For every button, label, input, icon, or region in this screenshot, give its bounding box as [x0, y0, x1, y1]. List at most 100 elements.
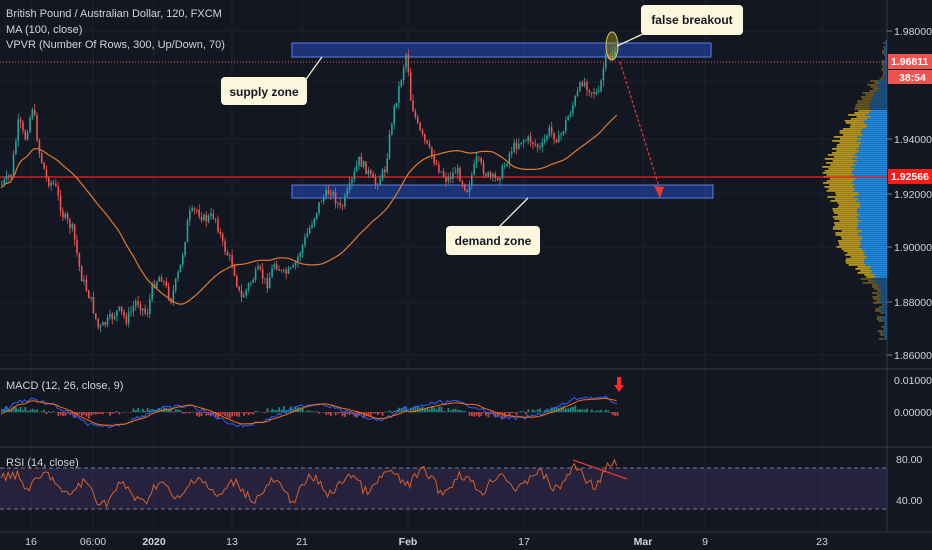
rsi-divergence-line[interactable]: [572, 459, 628, 480]
vpvr-down-bar: [832, 160, 858, 162]
candle-body: [64, 213, 67, 218]
vpvr-down-bar: [878, 306, 883, 308]
macd-histogram-bar: [384, 411, 386, 413]
macd-panel[interactable]: [0, 395, 619, 429]
vpvr-down-bar: [860, 278, 873, 280]
vpvr-down-bar: [870, 86, 878, 88]
vpvr-down-bar: [833, 226, 858, 228]
demand-callout[interactable]: demand zone: [446, 197, 540, 255]
vpvr-down-bar: [885, 44, 887, 46]
macd-histogram-bar: [569, 407, 572, 413]
candle-body: [391, 124, 393, 135]
breakout-callout[interactable]: false breakout: [616, 5, 743, 47]
time-axis[interactable]: 16 06:00 2020 13 21 Feb 17 Mar 9 23: [25, 536, 828, 548]
vpvr-up-bar: [858, 194, 887, 196]
candle-body: [299, 253, 302, 257]
candle-body: [327, 189, 330, 195]
vpvr-up-bar: [886, 40, 887, 42]
vpvr-down-bar: [836, 246, 860, 248]
supply-zone-rect[interactable]: [291, 42, 712, 58]
vpvr-down-bar: [867, 280, 877, 282]
candle-body: [365, 161, 367, 175]
macd-histogram-bar: [513, 412, 516, 413]
macd-histogram-bar: [449, 410, 452, 413]
macd-tick-label: 0.01000: [894, 375, 932, 387]
macd-histogram-bar: [62, 412, 64, 417]
vpvr-down-bar: [835, 192, 859, 194]
vpvr-down-bar: [837, 202, 860, 204]
vpvr-down-bar: [842, 128, 863, 130]
vpvr-up-bar: [879, 298, 887, 300]
vpvr-up-bar: [869, 104, 887, 106]
vpvr-down-bar: [862, 98, 874, 100]
vpvr-down-bar: [824, 158, 853, 160]
macd-histogram-bar: [280, 409, 283, 413]
candle-body: [137, 301, 139, 305]
candle-body: [104, 322, 106, 325]
candle-body: [318, 202, 320, 213]
svg-text:1.92566: 1.92566: [891, 171, 929, 183]
vpvr-down-bar: [879, 338, 883, 340]
candle-body: [506, 163, 508, 167]
candle-body: [384, 169, 386, 173]
candle-body: [243, 295, 245, 298]
vpvr-up-bar: [884, 70, 887, 72]
vpvr-up-bar: [873, 92, 887, 94]
candle-body: [38, 140, 41, 154]
vpvr-down-bar: [883, 46, 885, 48]
candle-body: [419, 122, 421, 131]
candle-body: [489, 172, 492, 177]
macd-histogram-bar: [64, 412, 67, 416]
candle-body: [24, 130, 27, 140]
candle-body: [261, 268, 264, 279]
vpvr-up-bar: [885, 314, 887, 316]
macd-histogram-bar: [348, 412, 351, 415]
macd-histogram-bar: [10, 409, 13, 413]
candle-body: [482, 162, 485, 175]
candle-body: [57, 186, 59, 196]
candle-body: [238, 286, 240, 291]
breakout-marker[interactable]: [605, 31, 619, 61]
candle-body: [503, 166, 506, 167]
macd-histogram-bar: [327, 412, 330, 415]
macd-histogram-bar: [304, 411, 306, 413]
macd-histogram-bar: [106, 412, 109, 413]
macd-histogram-bar: [299, 407, 302, 413]
vpvr-down-bar: [843, 250, 864, 252]
vpvr-down-bar: [846, 258, 865, 260]
macd-histogram-bar: [473, 412, 476, 417]
breakout-callout-label: false breakout: [651, 13, 732, 27]
vpvr-up-bar: [885, 322, 887, 324]
vpvr-down-bar: [882, 52, 885, 54]
macd-histogram-bar: [243, 412, 245, 416]
vpvr-up-bar: [880, 82, 887, 84]
vpvr-down-bar: [856, 116, 871, 118]
macd-histogram-bar: [445, 411, 447, 413]
vpvr-down-bar: [858, 110, 872, 112]
candle-body: [12, 154, 15, 175]
vpvr-down-bar: [829, 178, 856, 180]
macd-histogram-bar: [332, 412, 335, 413]
vpvr-up-bar: [858, 198, 887, 200]
vpvr-down-bar: [862, 92, 874, 94]
vpvr-down-bar: [876, 294, 882, 296]
macd-histogram-bar: [264, 412, 266, 413]
demand-zone-rect[interactable]: [291, 184, 714, 199]
macd-histogram-bar: [92, 412, 95, 415]
candle-body: [306, 233, 309, 238]
projection-arrow[interactable]: [619, 61, 661, 191]
macd-histogram-bar: [254, 410, 257, 413]
vpvr-down-bar: [877, 316, 882, 318]
candle-body: [602, 68, 605, 81]
candle-body: [196, 209, 198, 211]
macd-histogram-bar: [532, 409, 534, 413]
vpvr-down-bar: [885, 40, 887, 42]
candle-body: [400, 80, 403, 87]
candle-body: [62, 211, 64, 218]
candlestick-series[interactable]: [1, 45, 619, 333]
price-axis[interactable]: 1.98000 1.94000 1.92000 1.90000 1.88000 1.860…: [887, 26, 932, 507]
supply-callout[interactable]: supply zone: [221, 56, 323, 105]
vpvr-down-bar: [828, 168, 855, 170]
candle-body: [40, 153, 43, 163]
